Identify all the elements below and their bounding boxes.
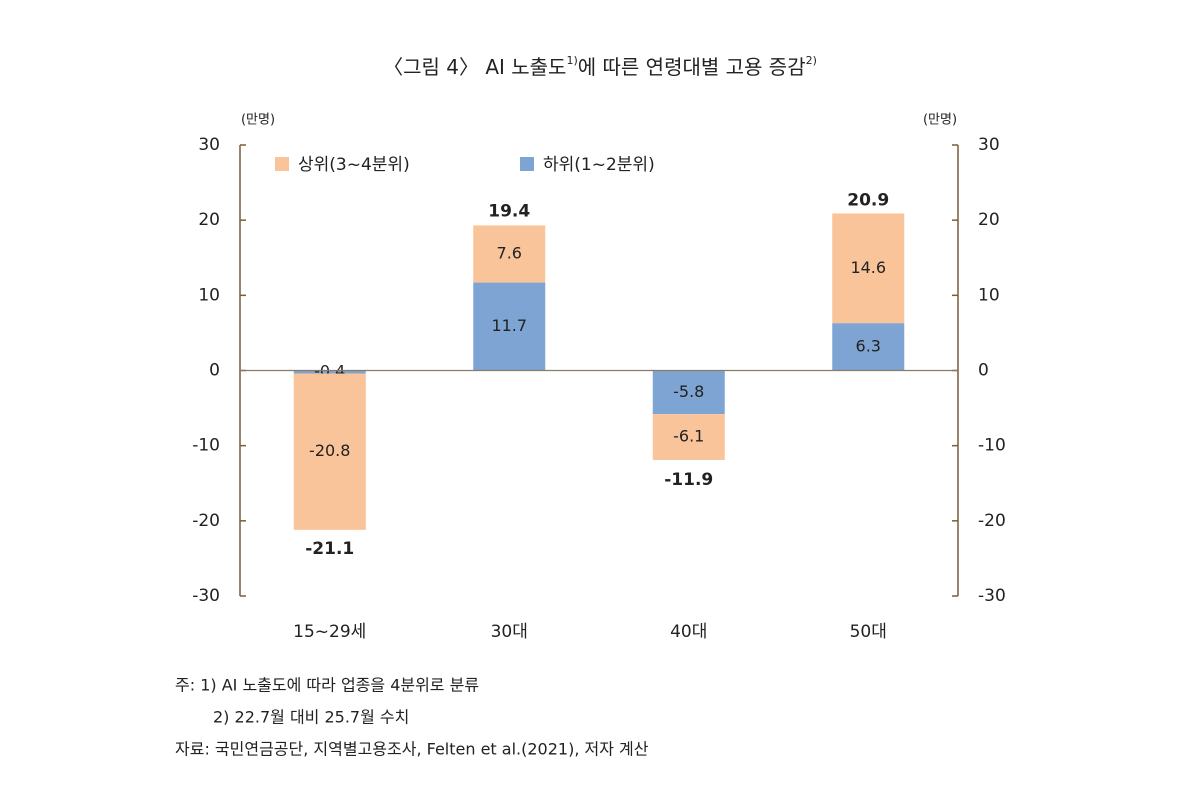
y2-tick-label: -10 — [978, 436, 1006, 456]
legend-swatch — [275, 157, 289, 171]
y-unit: (만명) — [241, 113, 275, 128]
total-label: 19.4 — [488, 202, 530, 222]
total-label: -21.1 — [305, 539, 354, 559]
y-tick-label: 20 — [198, 210, 220, 230]
title-superscript: 2) — [806, 54, 817, 67]
y-tick-label: -20 — [192, 511, 220, 531]
y2-tick-label: -30 — [978, 586, 1006, 606]
title-text: 〈그림 4〉 AI 노출도 — [383, 55, 566, 79]
bar-segment — [652, 370, 725, 415]
note: 자료: 국민연금공단, 지역별고용조사, Felten et al.(2021)… — [175, 740, 649, 759]
y-tick-label: 10 — [198, 285, 220, 305]
y2-tick-label: 0 — [978, 361, 989, 381]
bar-segment — [832, 213, 905, 324]
value-label: -20.8 — [309, 441, 350, 460]
x-tick-label: 15~29세 — [293, 622, 366, 642]
title-text: 에 따른 연령대별 고용 증감 — [578, 55, 806, 79]
note: 2) 22.7월 대비 25.7월 수치 — [213, 708, 409, 727]
y-tick-label: -10 — [192, 436, 220, 456]
note: 주: 1) AI 노출도에 따라 업종을 4분위로 분류 — [175, 676, 479, 695]
value-label: -5.8 — [673, 382, 704, 401]
y2-tick-label: 20 — [978, 210, 1000, 230]
total-label: -11.9 — [664, 470, 713, 490]
y-tick-label: 0 — [209, 361, 220, 381]
bar-segment — [473, 225, 546, 283]
value-label: 6.3 — [856, 336, 881, 355]
y2-tick-label: 10 — [978, 285, 1000, 305]
bar-segment — [293, 370, 366, 374]
bar-segment — [473, 282, 546, 371]
title-superscript: 1) — [566, 54, 577, 67]
legend-label: 상위(3~4분위) — [298, 155, 410, 175]
x-tick-label: 40대 — [670, 622, 707, 642]
total-label: 20.9 — [847, 190, 889, 210]
value-label: 7.6 — [497, 243, 522, 262]
y-tick-label: 30 — [198, 135, 220, 155]
bar-segment — [293, 373, 366, 530]
value-label: 14.6 — [850, 258, 886, 277]
y2-tick-label: 30 — [978, 135, 1000, 155]
x-tick-label: 30대 — [491, 622, 528, 642]
chart-title: 〈그림 4〉 AI 노출도1)에 따른 연령대별 고용 증감2) — [383, 54, 817, 79]
legend-label: 하위(1~2분위) — [543, 155, 655, 175]
y2-unit: (만명) — [923, 113, 957, 128]
y2-tick-label: -20 — [978, 511, 1006, 531]
legend-swatch — [520, 157, 534, 171]
bar-segment — [652, 414, 725, 460]
value-label: -6.1 — [673, 427, 704, 446]
x-tick-label: 50대 — [850, 622, 887, 642]
bar-segment — [832, 323, 905, 371]
y-tick-label: -30 — [192, 586, 220, 606]
value-label: 11.7 — [491, 316, 527, 335]
